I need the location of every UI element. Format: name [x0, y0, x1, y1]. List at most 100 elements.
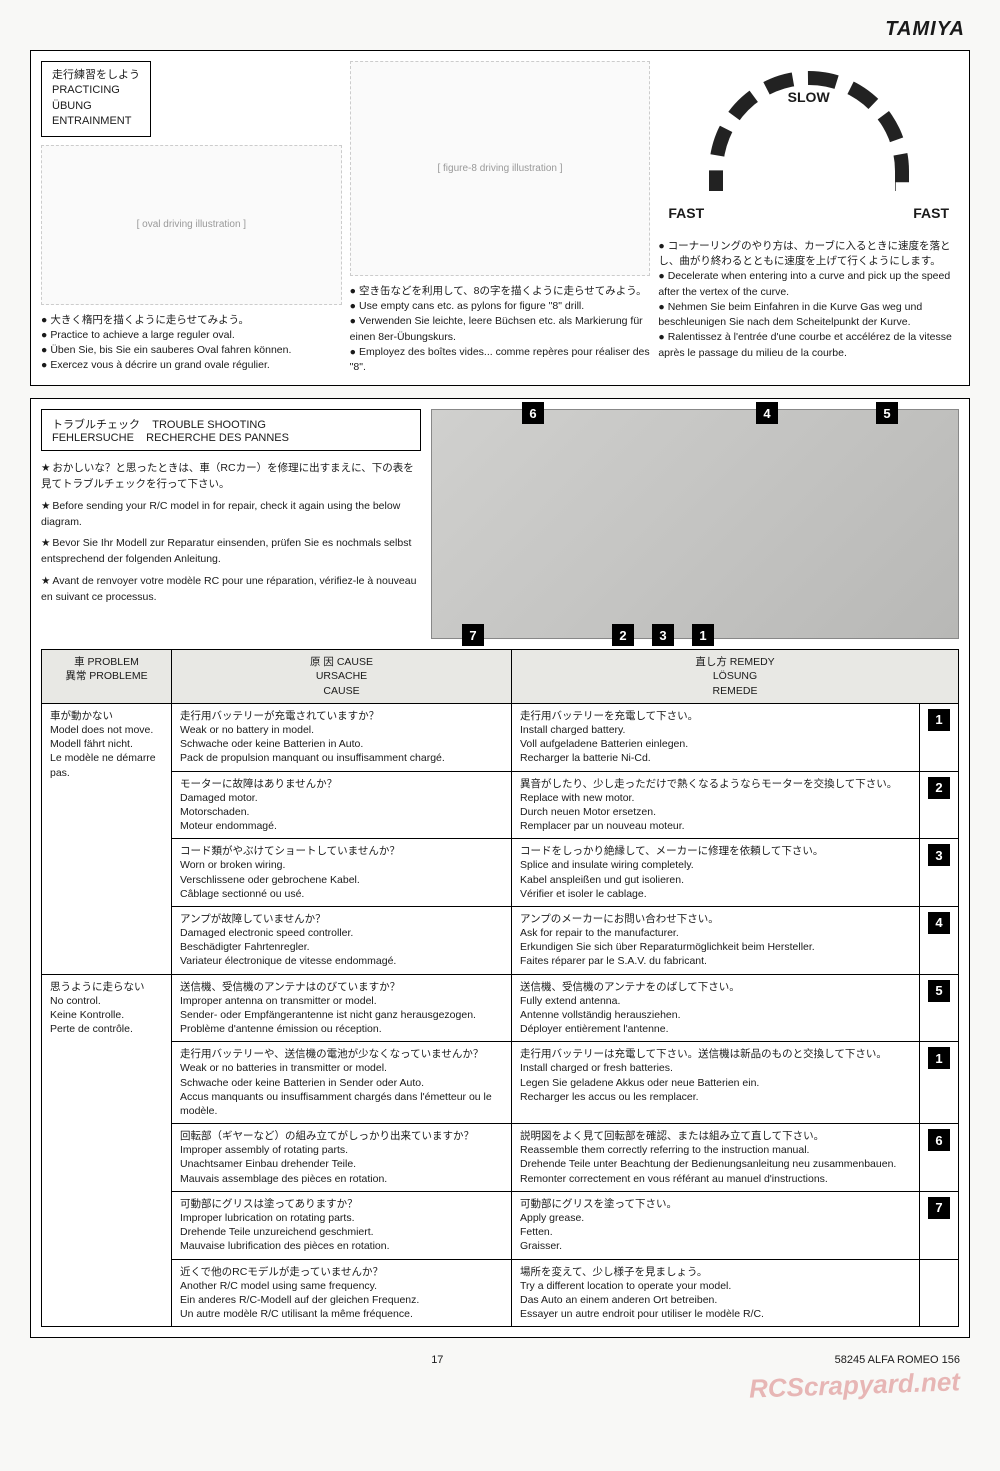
trouble-panel: トラブルチェック TROUBLE SHOOTING FEHLERSUCHE RE…: [30, 398, 970, 1338]
trouble-title-fr: RECHERCHE DES PANNES: [146, 432, 289, 444]
remedy-cell: 走行用バッテリーを充電して下さい。 Install charged batter…: [512, 703, 920, 771]
photo-badge-5: 5: [876, 402, 898, 424]
practice-col3-text: コーナーリングのやり方は、カーブに入るときに速度を落とし、曲がり終わるとともに速…: [658, 239, 959, 361]
row-num-badge: 4: [928, 912, 950, 934]
trouble-note-jp: おかしいな？と思ったときは、車（RCカー）を修理に出すまえに、下の表を見てトラブ…: [41, 461, 421, 493]
col1-de: Üben Sie, bis Sie ein sauberes Oval fahr…: [41, 343, 342, 358]
num-cell: 1: [920, 703, 959, 771]
trouble-table: 車 PROBLEM 異常 PROBLEME 原 因 CAUSE URSACHE …: [41, 649, 959, 1327]
practice-title-de: ÜBUNG: [52, 99, 140, 114]
num-cell: 2: [920, 771, 959, 839]
cause-cell: 近くで他のRCモデルが走っていませんか？ Another R/C model u…: [172, 1259, 512, 1327]
cause-cell: 送信機、受信機のアンテナはのびていますか？ Improper antenna o…: [172, 974, 512, 1042]
practice-col1-text: 大きく楕円を描くように走らせてみよう。 Practice to achieve …: [41, 313, 342, 374]
remedy-cell: 走行用バッテリーは充電して下さい。送信機は新品のものと交換して下さい。 Inst…: [512, 1042, 920, 1124]
watermark: RCScrapyard.net: [749, 1366, 961, 1404]
practice-col-1: 走行練習をしよう PRACTICING ÜBUNG ENTRAINMENT [ …: [41, 61, 342, 375]
photo-badge-7: 7: [462, 624, 484, 646]
cause-cell: 走行用バッテリーが充電されていますか？ Weak or no battery i…: [172, 703, 512, 771]
problem-cell: 車が動かない Model does not move. Modell fährt…: [42, 703, 172, 974]
remedy-cell: 場所を変えて、少し様子を見ましょう。 Try a different locat…: [512, 1259, 920, 1327]
practice-illustration-figure8: [ figure-8 driving illustration ]: [350, 61, 651, 276]
row-num-badge: 7: [928, 1197, 950, 1219]
num-cell: 6: [920, 1124, 959, 1192]
trouble-notes: おかしいな？と思ったときは、車（RCカー）を修理に出すまえに、下の表を見てトラブ…: [41, 461, 421, 605]
th-cause: 原 因 CAUSE URSACHE CAUSE: [172, 650, 512, 704]
model-code: 58245 ALFA ROMEO 156: [835, 1354, 960, 1366]
table-row: モーターに故障はありませんか？ Damaged motor. Motorscha…: [42, 771, 959, 839]
cause-cell: 走行用バッテリーや、送信機の電池が少なくなっていませんか？ Weak or no…: [172, 1042, 512, 1124]
trouble-title-en: TROUBLE SHOOTING: [152, 419, 266, 431]
remedy-cell: 可動部にグリスを塗って下さい。 Apply grease. Fetten. Gr…: [512, 1191, 920, 1259]
trouble-left: トラブルチェック TROUBLE SHOOTING FEHLERSUCHE RE…: [41, 409, 421, 639]
table-row: 可動部にグリスは塗ってありますか？ Improper lubrication o…: [42, 1191, 959, 1259]
cause-cell: モーターに故障はありませんか？ Damaged motor. Motorscha…: [172, 771, 512, 839]
trouble-title-box: トラブルチェック TROUBLE SHOOTING FEHLERSUCHE RE…: [41, 409, 421, 451]
cause-cell: コード類がやぶけてショートしていませんか？ Worn or broken wir…: [172, 839, 512, 907]
remedy-cell: コードをしっかり絶縁して、メーカーに修理を依頼して下さい。 Splice and…: [512, 839, 920, 907]
problem-cell: 思うように走らない No control. Keine Kontrolle. P…: [42, 974, 172, 1327]
num-cell: 3: [920, 839, 959, 907]
remedy-cell: アンプのメーカーにお問い合わせ下さい。 Ask for repair to th…: [512, 906, 920, 974]
trouble-note-fr: Avant de renvoyer votre modèle RC pour u…: [41, 574, 421, 606]
col2-de: Verwenden Sie leichte, leere Büchsen etc…: [350, 314, 651, 344]
practice-col-2: [ figure-8 driving illustration ] 空き缶などを…: [350, 61, 651, 375]
remedy-cell: 送信機、受信機のアンテナをのばして下さい。 Fully extend anten…: [512, 974, 920, 1042]
num-cell: 5: [920, 974, 959, 1042]
photo-badge-2: 2: [612, 624, 634, 646]
label-slow: SLOW: [788, 89, 830, 105]
table-row: 走行用バッテリーや、送信機の電池が少なくなっていませんか？ Weak or no…: [42, 1042, 959, 1124]
table-row: 近くで他のRCモデルが走っていませんか？ Another R/C model u…: [42, 1259, 959, 1327]
practice-title-en: PRACTICING: [52, 83, 140, 98]
col1-fr: Exercez vous à décrire un grand ovale ré…: [41, 358, 342, 373]
trouble-note-de: Bevor Sie Ihr Modell zur Reparatur einse…: [41, 536, 421, 568]
brand-logo: TAMIYA: [885, 18, 965, 41]
col1-jp: 大きく楕円を描くように走らせてみよう。: [41, 313, 342, 328]
trouble-title-de: FEHLERSUCHE: [52, 432, 134, 444]
col3-de: Nehmen Sie beim Einfahren in die Kurve G…: [658, 300, 959, 330]
trouble-title-jp: トラブルチェック: [52, 419, 140, 431]
practice-title-jp: 走行練習をしよう: [52, 68, 140, 83]
table-row: 思うように走らない No control. Keine Kontrolle. P…: [42, 974, 959, 1042]
photo-badge-1: 1: [692, 624, 714, 646]
row-num-badge: 5: [928, 980, 950, 1002]
col2-en: Use empty cans etc. as pylons for figure…: [350, 299, 651, 314]
trouble-note-en: Before sending your R/C model in for rep…: [41, 499, 421, 531]
label-fast-left: FAST: [668, 205, 704, 221]
cause-cell: アンプが故障していませんか？ Damaged electronic speed …: [172, 906, 512, 974]
cause-cell: 回転部（ギヤーなど）の組み立てがしっかり出来ていますか？ Improper as…: [172, 1124, 512, 1192]
remedy-cell: 説明図をよく見て回転部を確認、または組み立て直して下さい。 Reassemble…: [512, 1124, 920, 1192]
page-footer: 17 58245 ALFA ROMEO 156: [30, 1350, 970, 1366]
label-fast-right: FAST: [913, 205, 949, 221]
practice-title-fr: ENTRAINMENT: [52, 114, 140, 129]
col1-en: Practice to achieve a large reguler oval…: [41, 328, 342, 343]
row-num-badge: 6: [928, 1129, 950, 1151]
row-num-badge: 3: [928, 844, 950, 866]
table-row: アンプが故障していませんか？ Damaged electronic speed …: [42, 906, 959, 974]
photo-badge-3: 3: [652, 624, 674, 646]
practice-col-3: SLOW FAST FAST コーナーリングのやり方は、カーブに入るときに速度を…: [658, 61, 959, 375]
practice-illustration-curve: SLOW FAST FAST: [658, 71, 959, 231]
num-cell: 4: [920, 906, 959, 974]
th-remedy: 直し方 REMEDY LÖSUNG REMEDE: [512, 650, 959, 704]
practice-title-box: 走行練習をしよう PRACTICING ÜBUNG ENTRAINMENT: [41, 61, 151, 137]
row-num-badge: 1: [928, 709, 950, 731]
num-cell: 1: [920, 1042, 959, 1124]
col2-fr: Employez des boîtes vides... comme repèr…: [350, 345, 651, 375]
th-problem: 車 PROBLEM 異常 PROBLEME: [42, 650, 172, 704]
photo-badge-4: 4: [756, 402, 778, 424]
practice-illustration-oval: [ oval driving illustration ]: [41, 145, 342, 305]
row-num-badge: 1: [928, 1047, 950, 1069]
trouble-chassis-photo: 6 4 5 7 2 3 1: [431, 409, 959, 639]
col3-jp: コーナーリングのやり方は、カーブに入るときに速度を落とし、曲がり終わるとともに速…: [658, 239, 959, 269]
practice-panel: 走行練習をしよう PRACTICING ÜBUNG ENTRAINMENT [ …: [30, 50, 970, 386]
page-number: 17: [431, 1354, 443, 1366]
col2-jp: 空き缶などを利用して、8の字を描くように走らせてみよう。: [350, 284, 651, 299]
photo-badge-6: 6: [522, 402, 544, 424]
remedy-cell: 異音がしたり、少し走っただけで熱くなるようならモーターを交換して下さい。 Rep…: [512, 771, 920, 839]
trouble-top: トラブルチェック TROUBLE SHOOTING FEHLERSUCHE RE…: [41, 409, 959, 639]
num-cell: [920, 1259, 959, 1327]
row-num-badge: 2: [928, 777, 950, 799]
table-row: コード類がやぶけてショートしていませんか？ Worn or broken wir…: [42, 839, 959, 907]
num-cell: 7: [920, 1191, 959, 1259]
